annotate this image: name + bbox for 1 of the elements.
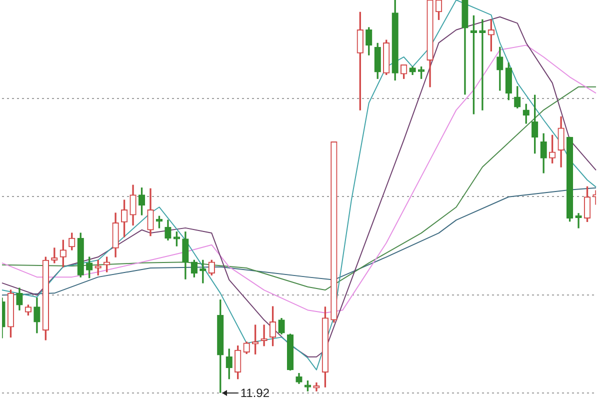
annotation: 11.92 — [240, 386, 270, 400]
